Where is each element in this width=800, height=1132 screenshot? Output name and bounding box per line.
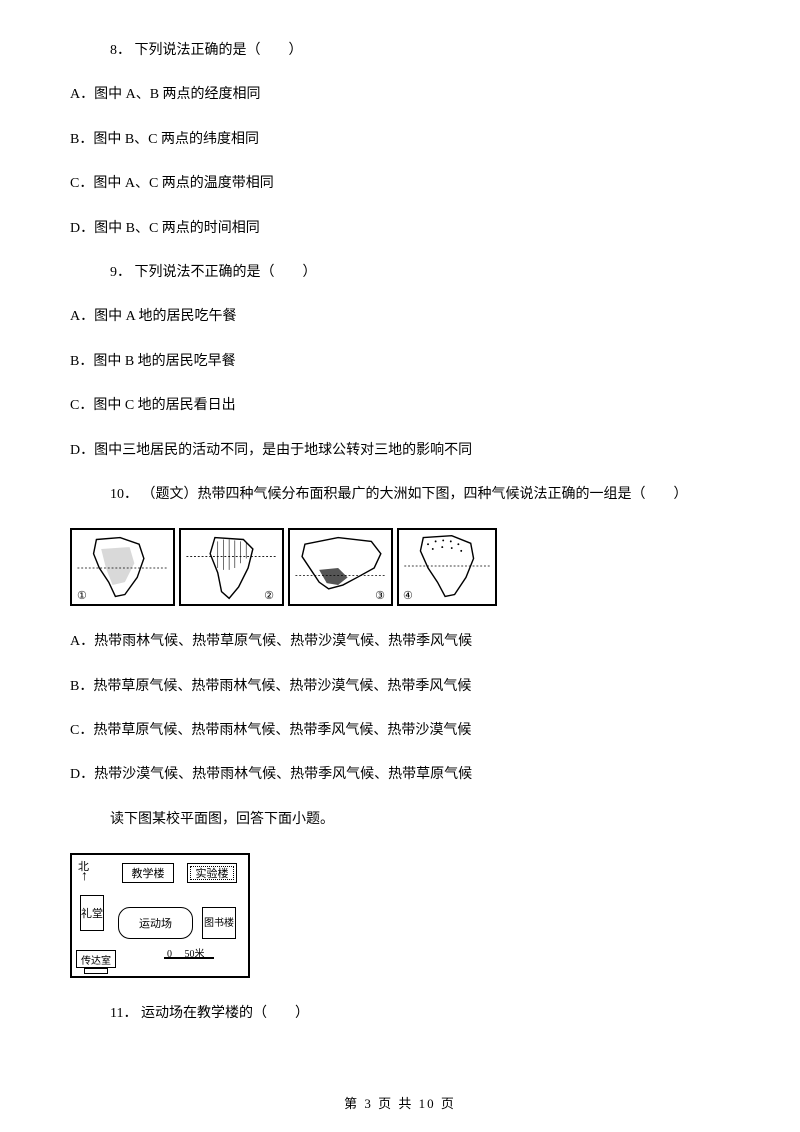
q10-option-a: A．热带雨林气候、热带草原气候、热带沙漠气候、热带季风气候 xyxy=(70,631,730,653)
page-footer: 第 3 页 共 10 页 xyxy=(0,1093,800,1112)
gate-icon xyxy=(84,968,108,974)
q9-option-b: B．图中 B 地的居民吃早餐 xyxy=(70,351,730,373)
q10-option-b: B．热带草原气候、热带雨林气候、热带沙漠气候、热带季风气候 xyxy=(70,676,730,698)
map-1: ① xyxy=(70,528,175,606)
q10-number: 10． xyxy=(110,487,138,502)
map-2: ② xyxy=(179,528,284,606)
map-3: ③ xyxy=(288,528,393,606)
q11-stem: 11． 运动场在教学楼的（ ） xyxy=(70,1003,730,1025)
q8-option-c: C．图中 A、C 两点的温度带相同 xyxy=(70,173,730,195)
map4-label: ④ xyxy=(403,589,413,602)
q9-stem: 9． 下列说法不正确的是（ ） xyxy=(70,262,730,284)
q8-number: 8． xyxy=(110,43,131,58)
q9-number: 9． xyxy=(110,265,131,280)
q8-stem: 8． 下列说法正确的是（ ） xyxy=(70,40,730,62)
q9-option-d: D．图中三地居民的活动不同，是由于地球公转对三地的影响不同 xyxy=(70,440,730,462)
q9-option-a: A．图中 A 地的居民吃午餐 xyxy=(70,306,730,328)
q10-stem: 10． （题文）热带四种气候分布面积最广的大洲如下图，四种气候说法正确的一组是（… xyxy=(70,484,730,506)
hall-building: 礼堂 xyxy=(80,895,104,931)
q11-number: 11． xyxy=(110,1006,137,1021)
map1-label: ① xyxy=(77,589,87,602)
map-4: ④ xyxy=(397,528,497,606)
q10-text: （题文）热带四种气候分布面积最广的大洲如下图，四种气候说法正确的一组是（ ） xyxy=(142,487,688,502)
q8-option-a: A．图中 A、B 两点的经度相同 xyxy=(70,84,730,106)
q9-text: 下列说法不正确的是（ ） xyxy=(135,265,317,280)
q8-option-d: D．图中 B、C 两点的时间相同 xyxy=(70,218,730,240)
q10-option-d: D．热带沙漠气候、热带雨林气候、热带季风气候、热带草原气候 xyxy=(70,764,730,786)
climate-maps: ① ② ③ ④ xyxy=(70,528,730,606)
sports-field: 运动场 xyxy=(118,907,193,939)
gate-room: 传达室 xyxy=(76,950,116,968)
q9-option-c: C．图中 C 地的居民看日出 xyxy=(70,395,730,417)
scale-bar xyxy=(164,957,214,959)
school-map: 北 ↑ 教学楼 实验楼 礼堂 运动场 图书楼 传达室 0 50米 xyxy=(70,853,250,978)
map2-label: ② xyxy=(264,589,274,602)
q8-text: 下列说法正确的是（ ） xyxy=(135,43,303,58)
q10-option-c: C．热带草原气候、热带雨林气候、热带季风气候、热带沙漠气候 xyxy=(70,720,730,742)
north-arrow-icon: ↑ xyxy=(81,869,88,885)
q11-text: 运动场在教学楼的（ ） xyxy=(141,1006,309,1021)
library-building: 图书楼 xyxy=(202,907,236,939)
map3-label: ③ xyxy=(375,589,385,602)
africa2-icon xyxy=(399,530,495,604)
teaching-building: 教学楼 xyxy=(122,863,174,883)
africa-icon xyxy=(72,530,173,604)
q8-option-b: B．图中 B、C 两点的纬度相同 xyxy=(70,129,730,151)
school-instruction: 读下图某校平面图，回答下面小题。 xyxy=(70,809,730,831)
lab-building: 实验楼 xyxy=(187,863,237,883)
